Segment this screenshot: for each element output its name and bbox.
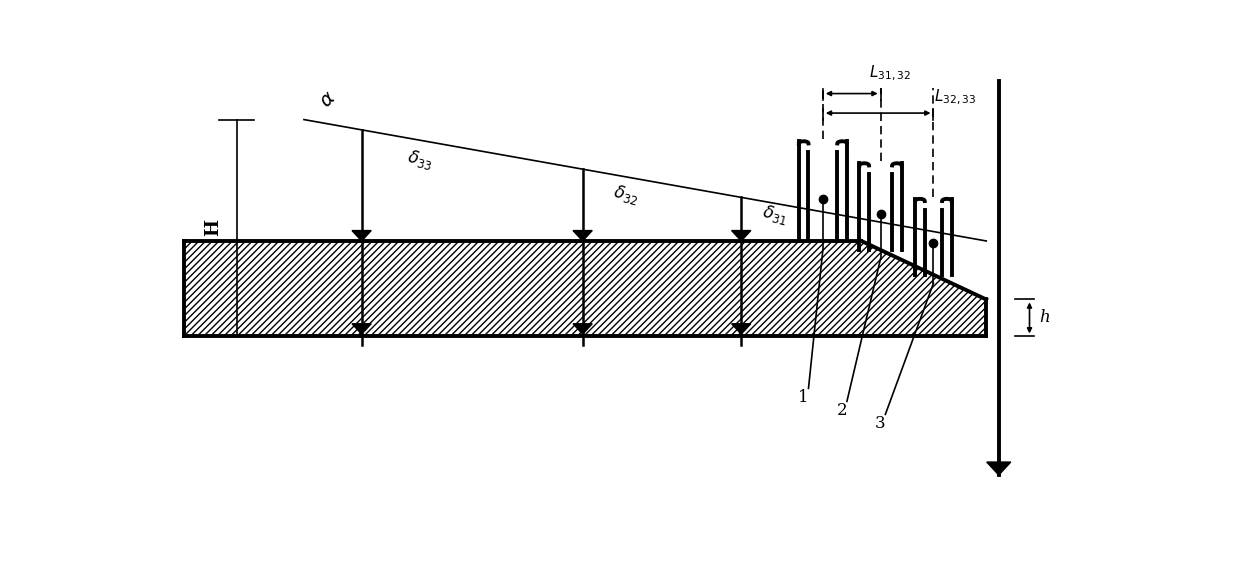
Text: h: h — [1039, 310, 1050, 327]
Polygon shape — [732, 324, 751, 334]
Text: $\delta_{33}$: $\delta_{33}$ — [404, 147, 435, 173]
Polygon shape — [573, 231, 593, 241]
Polygon shape — [732, 231, 751, 241]
Text: H: H — [203, 220, 222, 236]
Text: $L_{32,33}$: $L_{32,33}$ — [934, 87, 976, 106]
Polygon shape — [573, 324, 593, 334]
Polygon shape — [184, 241, 986, 336]
Polygon shape — [352, 324, 371, 334]
Text: 1: 1 — [799, 388, 808, 405]
Text: $L_{31,32}$: $L_{31,32}$ — [869, 64, 911, 83]
Text: $\delta_{32}$: $\delta_{32}$ — [611, 182, 641, 208]
Text: $\delta_{31}$: $\delta_{31}$ — [760, 202, 791, 227]
Polygon shape — [987, 462, 1011, 475]
Polygon shape — [352, 231, 371, 241]
Text: 3: 3 — [875, 414, 885, 431]
Text: 2: 2 — [837, 401, 847, 418]
Text: $\alpha$: $\alpha$ — [316, 88, 340, 111]
